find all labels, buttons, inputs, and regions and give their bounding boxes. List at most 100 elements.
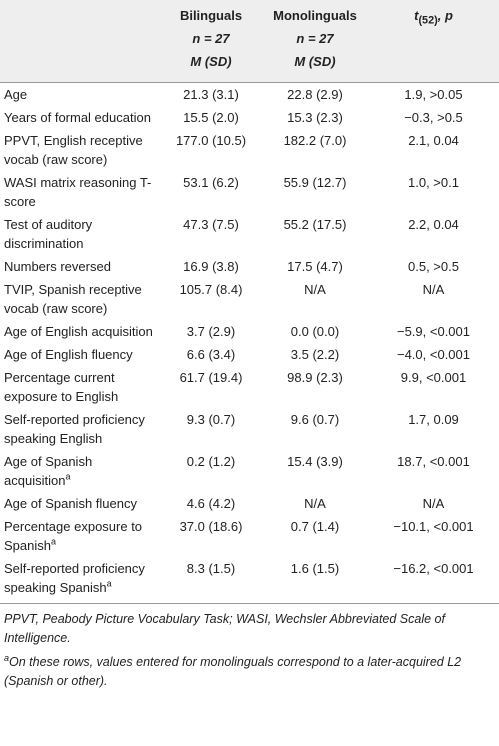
cell-text: 16.9 (3.8) [183,259,239,274]
value-cell: 21.3 (3.1) [160,83,262,107]
cell-text: 15.3 (2.3) [287,110,343,125]
cell-text: 2.2, 0.04 [408,217,459,232]
value-cell: 177.0 (10.5) [160,129,262,171]
table-row: WASI matrix reasoning T-score 53.1 (6.2) 5… [0,171,499,213]
cell-text: 15.5 (2.0) [183,110,239,125]
value-cell: −4.0, <0.001 [368,343,499,366]
header-line: Bilinguals [179,8,243,23]
table-row: Percentage current exposure to English 61… [0,366,499,408]
cell-text: 0.5, >0.5 [408,259,459,274]
header-line: n = 27 [192,31,230,46]
cell-text: 3.5 (2.2) [290,347,340,362]
cell-text: Test of auditory discrimination [4,217,93,251]
cell-text: 9.6 (0.7) [290,412,340,427]
cell-text: TVIP, Spanish receptive vocab (raw score… [4,282,142,316]
row-label: Age of Spanish acquisitiona [0,450,160,492]
cell-text: Age [4,87,28,102]
value-cell: 17.5 (4.7) [262,255,368,278]
header-cell: t(52), p [368,0,499,83]
table-row: Age of English fluency 6.6 (3.4) 3.5 (2.2)… [0,343,499,366]
value-cell: 9.3 (0.7) [160,408,262,450]
row-label: PPVT, English receptive vocab (raw score… [0,129,160,171]
header-line: t(52), p [372,4,495,33]
cell-text: WASI matrix reasoning T-score [4,175,152,209]
value-cell: 15.5 (2.0) [160,106,262,129]
cell-text: 1.7, 0.09 [408,412,459,427]
value-cell: 55.9 (12.7) [262,171,368,213]
cell-text: 0.2 (1.2) [186,454,236,469]
cell-text: 2.1, 0.04 [408,133,459,148]
stat-subscript: (52) [418,14,438,27]
table-body: Age 21.3 (3.1) 22.8 (2.9) 1.9, >0.05 Years o… [0,83,499,604]
cell-text: Self-reported proficiency speaking Spani… [4,561,145,595]
cell-text: 9.9, <0.001 [400,370,467,385]
table-header: Bilinguals n = 27 M (SD) Monolinguals n = 27… [0,0,499,83]
table-row: TVIP, Spanish receptive vocab (raw score… [0,278,499,320]
cell-text: N/A [304,282,326,297]
cell-text: 55.9 (12.7) [283,175,347,190]
header-line: Monolinguals [273,8,357,23]
table-row: Age 21.3 (3.1) 22.8 (2.9) 1.9, >0.05 [0,83,499,107]
value-cell: 61.7 (19.4) [160,366,262,408]
cell-text: 61.7 (19.4) [179,370,243,385]
footnote-mark: a [65,471,71,482]
table-row: Numbers reversed 16.9 (3.8) 17.5 (4.7) 0.5,… [0,255,499,278]
value-cell: 1.6 (1.5) [262,557,368,604]
cell-text: Percentage exposure to Spanish [4,519,143,553]
cell-text: 37.0 (18.6) [179,519,243,534]
header-line: M (SD) [190,54,232,69]
value-cell: 9.6 (0.7) [262,408,368,450]
cell-text: 177.0 (10.5) [175,133,247,148]
table-row: PPVT, English receptive vocab (raw score… [0,129,499,171]
value-cell: 2.1, 0.04 [368,129,499,171]
cell-text: 4.6 (4.2) [186,496,236,511]
value-cell: 0.2 (1.2) [160,450,262,492]
header-cell [0,0,160,83]
cell-text: 1.6 (1.5) [290,561,340,576]
value-cell: 98.9 (2.3) [262,366,368,408]
value-cell: 0.5, >0.5 [368,255,499,278]
table-row: Self-reported proficiency speaking Engli… [0,408,499,450]
value-cell: 3.7 (2.9) [160,320,262,343]
value-cell: 0.7 (1.4) [262,515,368,557]
footnote-mark: a [50,536,56,547]
cell-text: 0.7 (1.4) [290,519,340,534]
row-label: Test of auditory discrimination [0,213,160,255]
footnote-mark: a [106,578,112,589]
cell-text: 55.2 (17.5) [283,217,347,232]
cell-text: 47.3 (7.5) [183,217,239,232]
cell-text: Self-reported proficiency speaking Engli… [4,412,145,446]
value-cell: −10.1, <0.001 [368,515,499,557]
cell-text: PPVT, English receptive vocab (raw score… [4,133,143,167]
row-label: WASI matrix reasoning T-score [0,171,160,213]
table-row: Self-reported proficiency speaking Spani… [0,557,499,604]
cell-text: 1.0, >0.1 [408,175,459,190]
header-line: n = 27 [296,31,334,46]
cell-text: 1.9, >0.05 [404,87,463,102]
value-cell: 2.2, 0.04 [368,213,499,255]
cell-text: Years of formal education [4,110,151,125]
value-cell: N/A [262,492,368,515]
value-cell: −5.9, <0.001 [368,320,499,343]
row-label: Age of English fluency [0,343,160,366]
value-cell: 4.6 (4.2) [160,492,262,515]
footnote: aOn these rows, values entered for monol… [4,653,495,691]
cell-text: 98.9 (2.3) [287,370,343,385]
row-label: Self-reported proficiency speaking Engli… [0,408,160,450]
footnote: PPVT, Peabody Picture Vocabulary Task; W… [4,610,495,648]
value-cell: N/A [368,278,499,320]
value-cell: 18.7, <0.001 [368,450,499,492]
value-cell: 0.0 (0.0) [262,320,368,343]
stat-symbol: t [414,8,419,23]
row-label: Percentage current exposure to English [0,366,160,408]
stat-rest: , p [437,8,453,23]
header-line: M (SD) [294,54,336,69]
cell-text: Numbers reversed [4,259,111,274]
value-cell: 8.3 (1.5) [160,557,262,604]
row-label: Age [0,83,160,107]
value-cell: 1.0, >0.1 [368,171,499,213]
value-cell: 22.8 (2.9) [262,83,368,107]
cell-text: 105.7 (8.4) [179,282,243,297]
table-row: Percentage exposure to Spanisha 37.0 (18.… [0,515,499,557]
cell-text: −16.2, <0.001 [393,561,474,576]
